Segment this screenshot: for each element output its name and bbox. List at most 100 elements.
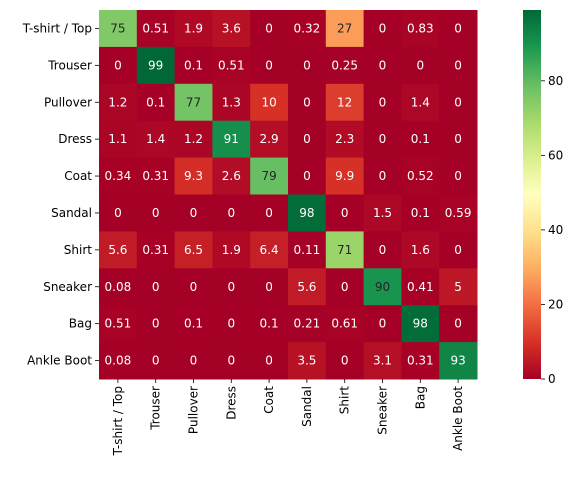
heatmap-cell <box>439 305 478 343</box>
heatmap-cell <box>401 46 440 85</box>
heatmap-cell <box>250 10 289 48</box>
cell-value-label: 0 <box>416 58 424 72</box>
cell-value-label: 93 <box>450 354 465 368</box>
column-tick-label: Pullover <box>187 386 201 434</box>
heatmap-cell <box>212 342 251 380</box>
cell-value-label: 0.31 <box>142 169 169 183</box>
heatmap-cell <box>250 305 289 343</box>
heatmap-cell <box>174 231 213 269</box>
heatmap-cell <box>174 194 213 232</box>
heatmap-cell <box>136 83 176 122</box>
heatmap-cell <box>250 83 289 122</box>
cell-value-label: 0.11 <box>294 243 321 257</box>
heatmap-cell <box>325 10 365 48</box>
cell-value-label: 75 <box>110 21 125 35</box>
cell-value-label: 0 <box>190 354 198 368</box>
heatmap-cell <box>401 342 440 380</box>
colorbar-ticks: 0 20 40 60 80 <box>541 74 563 386</box>
heatmap-cell <box>174 305 213 343</box>
heatmap-cell <box>212 231 251 269</box>
row-tick-label: Dress <box>58 132 92 146</box>
column-tick-label: T-shirt / Top <box>111 386 125 456</box>
heatmap-cell <box>250 120 289 159</box>
heatmap-cell <box>174 268 213 306</box>
column-tick-label: Coat <box>262 386 276 414</box>
cell-value-label: 1.6 <box>411 243 430 257</box>
heatmap-cell <box>288 305 327 343</box>
heatmap-cell <box>212 83 251 122</box>
heatmap-cell <box>99 231 138 269</box>
heatmap-cell <box>99 268 138 306</box>
heatmap-cell <box>174 157 213 195</box>
heatmap-cell <box>401 157 440 195</box>
cell-value-label: 0.08 <box>105 280 132 294</box>
cell-value-label: 0 <box>379 58 387 72</box>
cell-value-label: 5.6 <box>297 280 316 294</box>
cell-value-label: 0 <box>114 58 122 72</box>
heatmap-cell <box>363 305 402 343</box>
cell-value-label: 0 <box>303 169 311 183</box>
heatmap-cell <box>174 83 213 122</box>
heatmap-cell <box>212 305 251 343</box>
heatmap-cell <box>99 342 138 380</box>
cell-value-label: 0 <box>227 317 235 331</box>
heatmap-cell <box>99 46 138 85</box>
cell-value-label: 1.2 <box>184 132 203 146</box>
cell-value-label: 1.9 <box>222 243 241 257</box>
row-tick-label: Shirt <box>64 243 92 257</box>
cell-value-label: 0.51 <box>105 317 132 331</box>
cell-value-label: 79 <box>261 169 276 183</box>
cell-value-label: 0 <box>265 206 273 220</box>
cell-value-label: 0 <box>114 206 122 220</box>
row-tick-label: Bag <box>69 317 92 331</box>
cell-value-label: 0 <box>454 169 462 183</box>
cell-value-label: 5 <box>454 280 462 294</box>
heatmap-cell <box>136 46 176 85</box>
heatmap-cell <box>136 10 176 48</box>
heatmap-cell <box>136 342 176 380</box>
cell-value-label: 9.3 <box>184 169 203 183</box>
heatmap-cell <box>325 120 365 159</box>
cell-value-label: 0 <box>265 58 273 72</box>
cell-value-label: 0 <box>454 21 462 35</box>
heatmap-cell <box>325 231 365 269</box>
column-tick-label: Sandal <box>300 386 314 427</box>
cell-value-label: 0.59 <box>445 206 472 220</box>
cell-value-label: 6.4 <box>260 243 279 257</box>
heatmap-cell <box>174 342 213 380</box>
heatmap-cell <box>99 157 138 195</box>
row-tick-label: Coat <box>64 169 92 183</box>
heatmap-cell <box>288 157 327 195</box>
heatmap-cell <box>99 10 138 48</box>
cell-value-label: 0 <box>379 132 387 146</box>
cell-value-label: 99 <box>148 58 163 72</box>
cell-value-label: 0 <box>379 169 387 183</box>
heatmap-cell <box>401 83 440 122</box>
heatmap-cell <box>439 83 478 122</box>
cell-value-label: 2.6 <box>222 169 241 183</box>
heatmap-cell <box>136 194 176 232</box>
cell-value-label: 0.25 <box>331 58 358 72</box>
cell-value-label: 90 <box>375 280 390 294</box>
cell-value-label: 0 <box>227 206 235 220</box>
heatmap-cell <box>174 46 213 85</box>
cell-value-label: 0.1 <box>184 58 203 72</box>
cell-value-label: 0 <box>152 354 160 368</box>
row-tick-label: Ankle Boot <box>27 354 92 368</box>
heatmap-cell <box>288 83 327 122</box>
heatmap-cell <box>288 342 327 380</box>
cell-value-label: 0.1 <box>146 95 165 109</box>
heatmap-cell <box>325 268 365 306</box>
column-tick-label: Sneaker <box>376 386 390 435</box>
column-tick-label: Ankle Boot <box>451 386 465 451</box>
heatmap-cell <box>363 157 402 195</box>
cell-value-label: 0 <box>227 280 235 294</box>
column-tick-label: Dress <box>224 386 238 420</box>
heatmap-cell <box>439 194 478 232</box>
heatmap-cell <box>250 46 289 85</box>
heatmap-cell <box>439 10 478 48</box>
heatmap-cell <box>363 194 402 232</box>
cell-value-label: 0 <box>379 95 387 109</box>
cell-value-label: 0.31 <box>407 354 434 368</box>
